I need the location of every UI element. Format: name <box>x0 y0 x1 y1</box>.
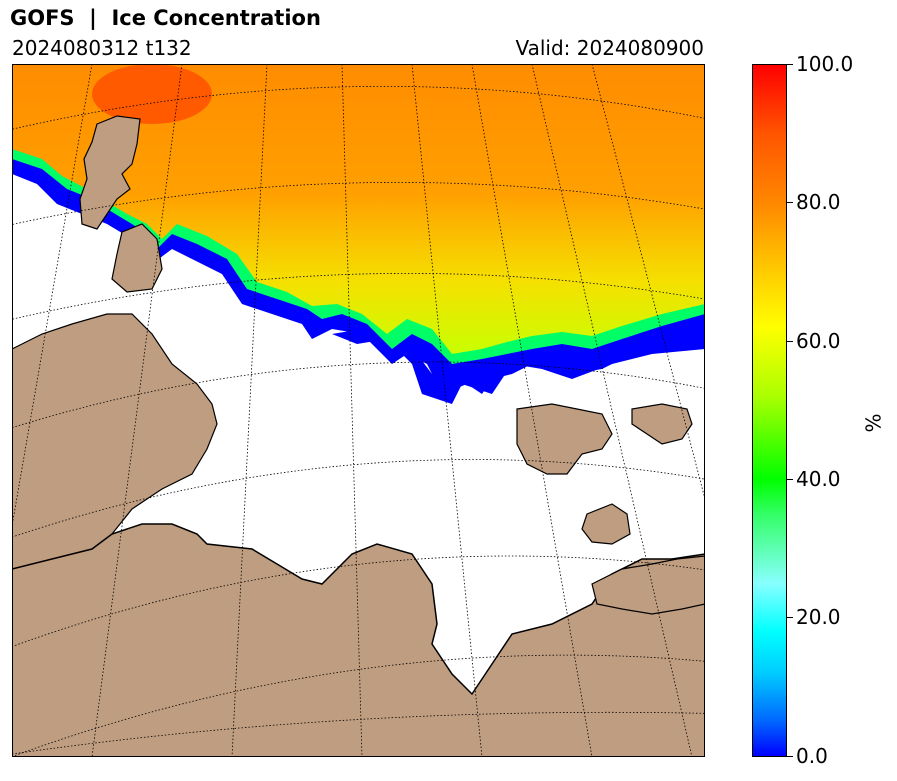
land-taymyr <box>591 555 705 615</box>
valid-time-label: Valid: 2024080900 <box>515 36 704 60</box>
land-svalbard-east <box>111 223 163 293</box>
colorbar-tick-label: 60.0 <box>796 329 841 353</box>
colorbar-tick <box>787 756 793 757</box>
colorbar-tick-label: 100.0 <box>796 52 854 76</box>
map-title: GOFS | Ice Concentration <box>10 6 321 30</box>
land-severnaya-zemlya <box>631 403 693 445</box>
colorbar-unit-label: % <box>861 413 886 433</box>
run-time-label: 2024080312 t132 <box>12 36 192 60</box>
ice-pack-main <box>12 64 705 354</box>
colorbar-tick-label: 40.0 <box>796 467 841 491</box>
graticule <box>12 64 705 757</box>
colorbar <box>752 64 787 757</box>
ice-concentration-map <box>12 64 705 757</box>
colorbar-tick-label: 80.0 <box>796 190 841 214</box>
ice-edge-lower-band <box>332 329 705 404</box>
colorbar-tick <box>787 64 793 65</box>
colorbar-tick <box>787 202 793 203</box>
colorbar-tick-label: 0.0 <box>796 744 828 768</box>
colorbar-tick-label: 20.0 <box>796 605 841 629</box>
colorbar-tick <box>787 479 793 480</box>
land-russia <box>12 523 705 757</box>
ice-pack-core <box>92 64 212 124</box>
colorbar-tick <box>787 617 793 618</box>
land-novaya-zemlya <box>581 503 631 545</box>
colorbar-tick <box>787 341 793 342</box>
land-svalbard <box>79 115 141 230</box>
